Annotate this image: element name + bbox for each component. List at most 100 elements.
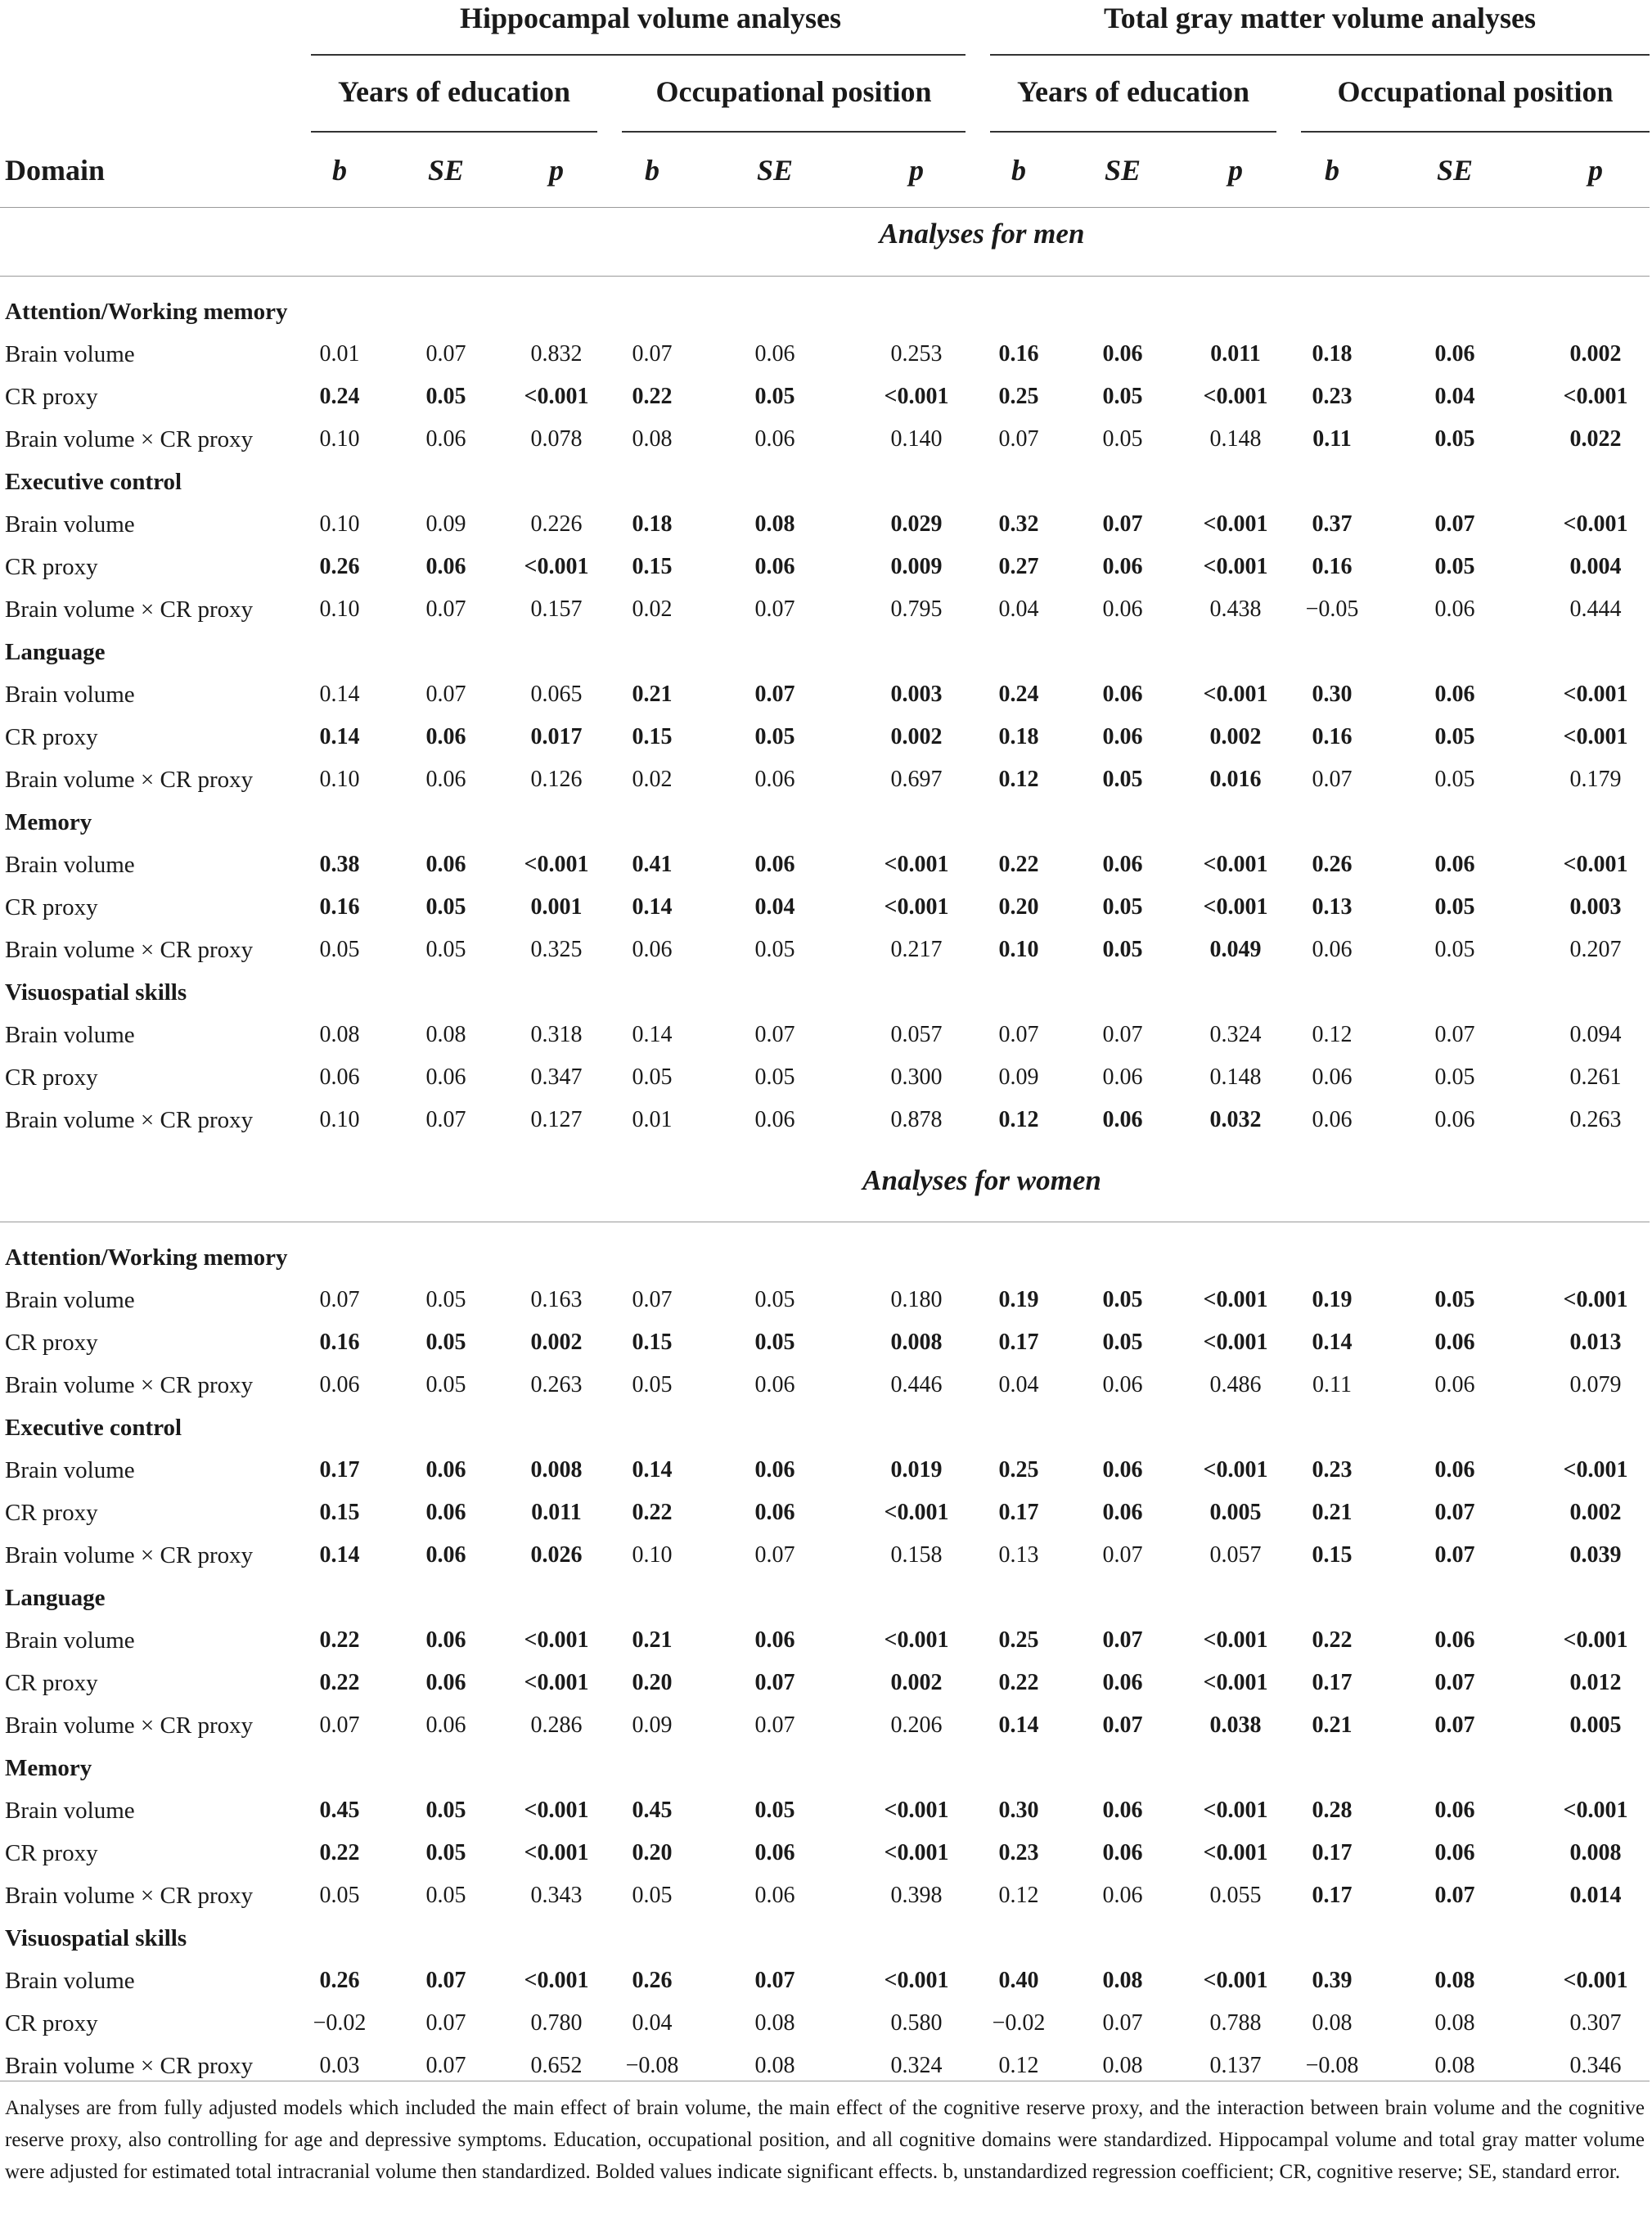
table-cell: 0.005: [1209, 1500, 1262, 1525]
table-cell: 0.13: [998, 1542, 1039, 1568]
table-cell: 0.21: [632, 1627, 673, 1653]
table-cell: 0.05: [1434, 1287, 1475, 1312]
row-label: Brain volume × CR proxy: [5, 1542, 254, 1568]
table-cell: <0.001: [524, 1670, 589, 1695]
table-cell: 0.140: [890, 426, 943, 452]
table-cell: 0.343: [530, 1883, 583, 1908]
table-cell: 0.07: [425, 2053, 466, 2078]
group-rule-gray-matter: [990, 54, 1650, 56]
table-cell: 0.07: [1434, 1712, 1475, 1738]
row-label: CR proxy: [5, 1500, 98, 1526]
table-cell: 0.25: [998, 1627, 1039, 1653]
table-cell: 0.032: [1209, 1107, 1262, 1132]
table-cell: 0.06: [425, 1457, 466, 1483]
table-cell: 0.10: [319, 426, 360, 452]
table-row: Brain volume 0.26 0.07 <0.001 0.26 0.07 <0.001…: [0, 1960, 1650, 2002]
table-cell: 0.06: [754, 1500, 795, 1525]
table-cell: <0.001: [1563, 852, 1628, 877]
row-label: Brain volume × CR proxy: [5, 1712, 254, 1739]
table-cell: 0.17: [1312, 1883, 1353, 1908]
table-cell: 0.16: [998, 341, 1039, 367]
table-cell: 0.01: [632, 1107, 673, 1132]
table-cell: 0.22: [319, 1627, 360, 1653]
table-cell: 0.09: [632, 1712, 673, 1738]
table-cell: 0.07: [754, 1022, 795, 1047]
table-row: Brain volume 0.38 0.06 <0.001 0.41 0.06 <0.001…: [0, 844, 1650, 886]
table-cell: 0.05: [754, 1287, 795, 1312]
table-cell: <0.001: [1563, 682, 1628, 707]
table-cell: 0.23: [1312, 1457, 1353, 1483]
table-cell: 0.24: [319, 384, 360, 409]
table-cell: 0.001: [530, 894, 583, 920]
table-cell: 0.22: [632, 384, 673, 409]
table-cell: 0.01: [319, 341, 360, 367]
table-cell: 0.32: [998, 511, 1039, 537]
table-cell: 0.07: [425, 682, 466, 707]
table-cell: 0.08: [319, 1022, 360, 1047]
table-cell: 0.06: [1434, 682, 1475, 707]
table-cell: 0.05: [1434, 937, 1475, 962]
table-row: CR proxy 0.22 0.05 <0.001 0.20 0.06 <0.001 0.23…: [0, 1832, 1650, 1874]
table-cell: 0.038: [1209, 1712, 1262, 1738]
table-cell: 0.07: [1102, 2010, 1143, 2036]
table-cell: 0.263: [1569, 1107, 1622, 1132]
table-row: Brain volume × CR proxy 0.05 0.05 0.343 0.05…: [0, 1874, 1650, 1917]
table-cell: 0.014: [1569, 1883, 1622, 1908]
table-cell: <0.001: [524, 1798, 589, 1823]
table-cell: 0.05: [1434, 767, 1475, 792]
table-cell: 0.06: [425, 1500, 466, 1525]
table-cell: 0.06: [1434, 1372, 1475, 1397]
table-cell: 0.06: [754, 767, 795, 792]
table-cell: 0.148: [1209, 426, 1262, 452]
table-cell: 0.20: [998, 894, 1039, 920]
table-cell: 0.14: [632, 1022, 673, 1047]
table-cell: 0.02: [632, 596, 673, 622]
table-cell: 0.21: [1312, 1712, 1353, 1738]
table-cell: 0.15: [632, 554, 673, 579]
domain-label: Executive control: [5, 1415, 182, 1441]
table-cell: <0.001: [884, 1840, 949, 1865]
table-cell: 0.438: [1209, 596, 1262, 622]
table-cell: <0.001: [1563, 1798, 1628, 1823]
table-cell: 0.26: [319, 554, 360, 579]
table-cell: 0.07: [754, 596, 795, 622]
table-cell: <0.001: [1563, 724, 1628, 749]
table-cell: 0.019: [890, 1457, 943, 1483]
table-cell: 0.10: [319, 596, 360, 622]
table-cell: 0.12: [998, 2053, 1039, 2078]
table-cell: <0.001: [884, 384, 949, 409]
table-row: Brain volume × CR proxy 0.14 0.06 0.026 0.10…: [0, 1534, 1650, 1577]
row-label: Brain volume: [5, 682, 135, 708]
table-cell: 0.05: [754, 724, 795, 749]
domain-label: Language: [5, 639, 106, 665]
table-cell: 0.14: [319, 682, 360, 707]
table-cell: 0.30: [1312, 682, 1353, 707]
subgroup-rule: [311, 131, 597, 133]
table-cell: 0.446: [890, 1372, 943, 1397]
table-cell: 0.06: [425, 767, 466, 792]
row-label: Brain volume: [5, 511, 135, 538]
domain-label: Attention/Working memory: [5, 1244, 288, 1271]
table-cell: 0.05: [1102, 384, 1143, 409]
table-cell: 0.05: [1434, 724, 1475, 749]
table-cell: 0.207: [1569, 937, 1622, 962]
section-rule: [0, 276, 1650, 277]
table-cell: 0.07: [754, 682, 795, 707]
table-row: Brain volume 0.01 0.07 0.832 0.07 0.06 0.253 0.…: [0, 333, 1650, 376]
table-cell: <0.001: [1203, 1287, 1268, 1312]
table-cell: 0.06: [754, 1457, 795, 1483]
table-cell: 0.05: [1102, 426, 1143, 452]
table-cell: 0.06: [425, 1627, 466, 1653]
table-cell: 0.05: [425, 1330, 466, 1355]
table-cell: 0.07: [1434, 1883, 1475, 1908]
table-cell: 0.04: [998, 596, 1039, 622]
table-cell: 0.179: [1569, 767, 1622, 792]
table-cell: 0.06: [1102, 682, 1143, 707]
row-label: Brain volume: [5, 1798, 135, 1824]
table-cell: 0.06: [754, 554, 795, 579]
table-cell: 0.011: [531, 1500, 582, 1525]
table-cell: 0.05: [425, 1883, 466, 1908]
table-cell: 0.11: [1312, 1372, 1352, 1397]
table-cell: 0.065: [530, 682, 583, 707]
table-cell: 0.06: [1102, 724, 1143, 749]
